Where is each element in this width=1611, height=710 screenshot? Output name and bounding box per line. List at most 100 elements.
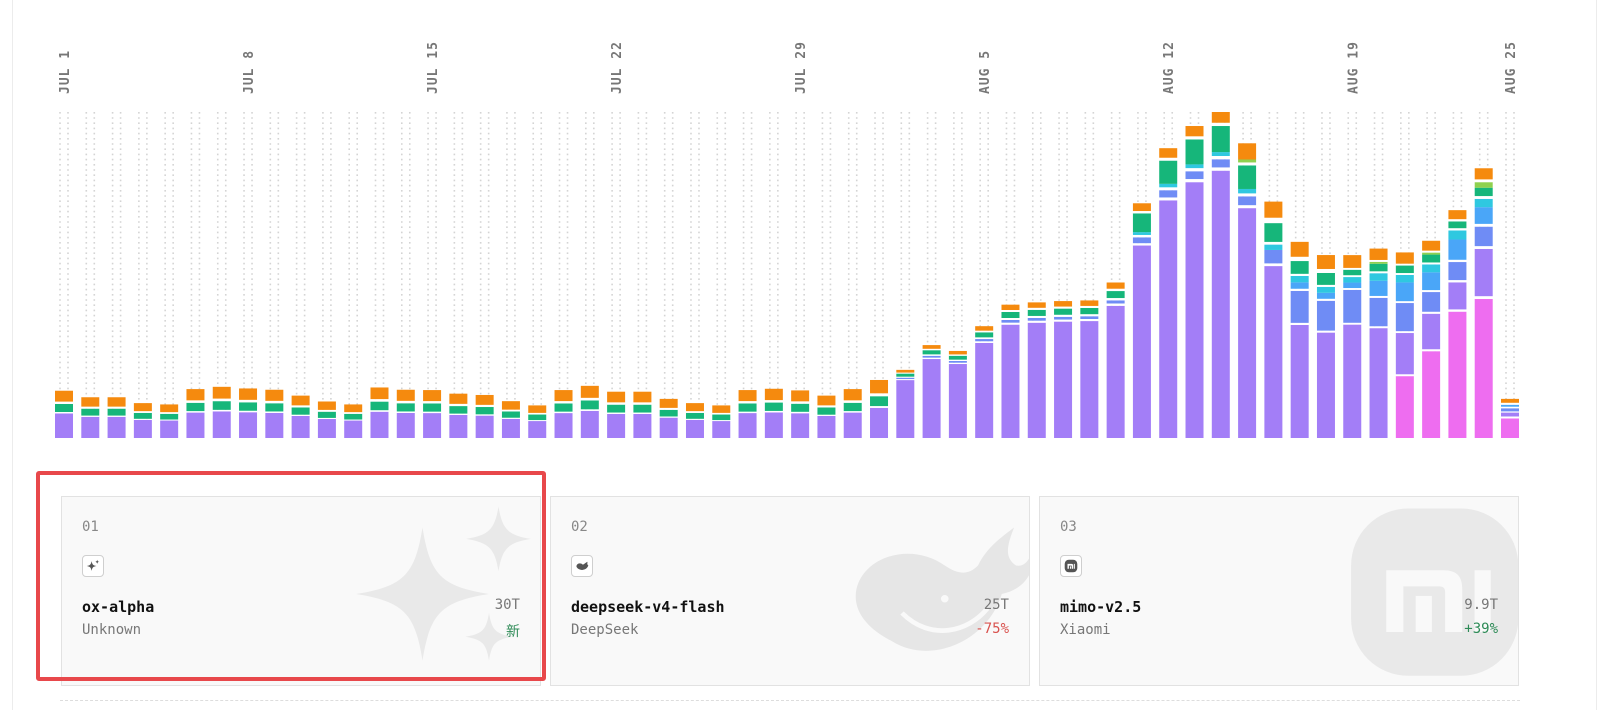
bar-segment <box>1080 321 1099 438</box>
bar-segment <box>975 326 994 331</box>
bar-segment <box>186 402 205 412</box>
bar-segment <box>1054 308 1073 315</box>
bar-segment <box>1369 273 1388 281</box>
model-name[interactable]: mimo-v2.5 <box>1060 598 1142 616</box>
bar-segment <box>212 401 231 410</box>
bar-segment <box>1422 272 1441 291</box>
bar-segment <box>1106 291 1125 299</box>
bar-segment <box>1027 307 1046 310</box>
bar-segment <box>1027 315 1046 318</box>
x-axis-tick-label: AUG 5 <box>978 50 993 94</box>
bar-segment <box>896 373 915 377</box>
bar-segment <box>1369 326 1388 329</box>
bar-segment <box>1106 300 1125 304</box>
bar-segment <box>738 411 757 414</box>
bar-segment <box>1054 306 1073 309</box>
bar-segment <box>817 395 836 406</box>
bar-segment <box>1395 376 1414 438</box>
bar-segment <box>580 400 599 410</box>
bar-segment <box>554 411 573 414</box>
bar-segment <box>1054 316 1073 320</box>
bar-segment <box>1316 292 1335 299</box>
model-card-2[interactable]: 02 deepseek-v4-flash DeepSeek 25T -75% <box>550 496 1030 686</box>
bar-segment <box>1448 228 1467 231</box>
x-axis-tick-label: JUL 1 <box>58 50 73 94</box>
bar-segment <box>1474 296 1493 299</box>
bar-segment <box>764 402 783 411</box>
bar-segment <box>1211 152 1230 157</box>
model-name[interactable]: ox-alpha <box>82 598 155 616</box>
bar-segment <box>1159 160 1178 184</box>
bar-segment <box>1369 280 1388 296</box>
bar-segment <box>1132 213 1151 233</box>
bar-segment <box>1448 230 1467 240</box>
bar-segment <box>1448 309 1467 312</box>
bar-segment <box>817 415 836 438</box>
bar-segment <box>1106 288 1125 292</box>
bar-segment <box>712 420 731 422</box>
bar-segment <box>975 332 994 338</box>
bar-segment <box>1001 322 1020 325</box>
bar-segment <box>948 354 967 356</box>
bar-segment <box>1474 196 1493 199</box>
bar-segment <box>449 403 468 407</box>
bar-segment <box>1343 255 1362 268</box>
bar-segment <box>1211 167 1230 171</box>
bar-segment <box>133 419 152 438</box>
bar-segment <box>843 389 862 401</box>
bar-segment <box>1027 322 1046 438</box>
bar-segment <box>81 397 100 407</box>
bar-segment <box>291 395 310 406</box>
bar-segment <box>55 403 73 413</box>
bar-segment <box>1211 159 1230 168</box>
bar-segment <box>1448 282 1467 310</box>
bar-segment <box>449 406 468 414</box>
bar-segment <box>1448 221 1467 229</box>
bar-segment <box>685 403 704 412</box>
bar-segment <box>423 390 442 402</box>
x-axis-tick-label: AUG 19 <box>1346 41 1361 94</box>
model-name[interactable]: deepseek-v4-flash <box>571 598 725 616</box>
bar-segment <box>607 404 626 413</box>
bar-segment <box>1448 311 1467 438</box>
bar-segment <box>1001 309 1020 312</box>
bar-segment <box>633 391 652 403</box>
bar-segment <box>896 376 915 378</box>
bar-segment <box>1395 331 1414 334</box>
bar-segment <box>607 402 626 405</box>
bar-segment <box>1369 261 1388 264</box>
bar-segment <box>1080 300 1099 306</box>
bar-segment <box>659 417 678 438</box>
bar-segment <box>160 412 179 414</box>
bar-segment <box>791 413 810 438</box>
bar-segment <box>265 403 284 412</box>
bar-segment <box>475 394 494 405</box>
bar-segment <box>922 345 941 349</box>
bar-segment <box>633 413 652 438</box>
bar-segment <box>528 414 547 421</box>
bar-segment <box>1054 301 1073 307</box>
x-axis-tick-label: JUL 15 <box>426 41 441 94</box>
bar-segment <box>896 377 915 380</box>
bar-segment <box>160 420 179 438</box>
bar-segment <box>948 359 967 361</box>
bar-segment <box>186 411 205 413</box>
bar-segment <box>1159 190 1178 198</box>
model-card-3[interactable]: 03 mimo-v2.5 Xiaomi 9.9T +39% <box>1039 496 1519 686</box>
bar-segment <box>1027 309 1046 316</box>
model-card-1[interactable]: 01 ox-alpha Unknown 30T 新 <box>61 496 541 686</box>
bar-segment <box>1448 259 1467 263</box>
bar-segment <box>922 348 941 351</box>
bar-segment <box>133 403 152 412</box>
bar-segment <box>501 409 520 412</box>
bar-segment <box>1448 280 1467 283</box>
bar-segment <box>633 404 652 413</box>
bar-segment <box>1290 273 1309 276</box>
bar-segment <box>791 401 810 404</box>
bar-segment <box>1001 324 1020 438</box>
bar-segment <box>843 412 862 438</box>
bar-segment <box>1132 243 1151 246</box>
bar-segment <box>160 419 179 421</box>
bar-segment <box>870 396 889 407</box>
